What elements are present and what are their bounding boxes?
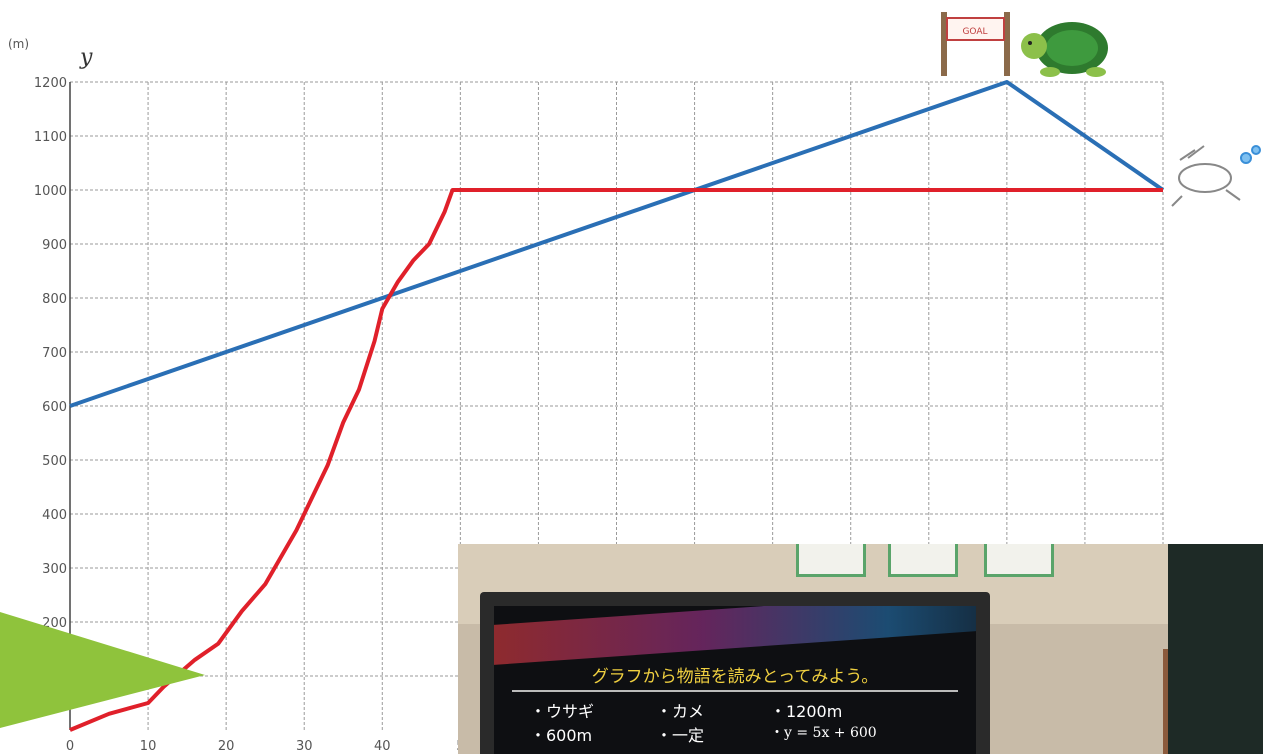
y-tick-label: 500	[42, 454, 67, 469]
y-tick-label: 1100	[34, 130, 67, 145]
slide-decoration	[494, 606, 976, 668]
x-tick-label: 10	[140, 739, 157, 754]
y-tick-label: 600	[42, 400, 67, 415]
wall-frame	[888, 544, 958, 577]
slide-title: グラフから物語を読みとってみよう。	[591, 667, 879, 687]
y-tick-label: 400	[42, 508, 67, 523]
keyword-rabbit: ・ウサギ	[530, 702, 595, 721]
y-tick-label: 900	[42, 238, 67, 253]
wall-frame	[984, 544, 1054, 577]
monitor-screen: グラフから物語を読みとってみよう。 ・ウサギ ・カメ ・1200m ・600m …	[494, 606, 976, 754]
wall-frame	[796, 544, 866, 577]
x-tick-label: 40	[374, 739, 391, 754]
x-tick-label: 30	[296, 739, 313, 754]
series-lines	[69, 80, 1165, 732]
series-line-red	[69, 188, 1163, 732]
goal-sign-text: GOAL	[962, 27, 987, 37]
x-tick-labels: 0102030405	[66, 739, 465, 754]
keyword-1200m: ・1200m	[770, 702, 843, 721]
classroom-photo: グラフから物語を読みとってみよう。 ・ウサギ ・カメ ・1200m ・600m …	[458, 544, 1263, 754]
goal-sign-illustration: GOAL	[941, 12, 1010, 76]
slide-divider	[512, 690, 958, 692]
keyword-turtle: ・カメ	[656, 702, 705, 721]
y-tick-label: 1000	[34, 184, 67, 199]
keyword-600m: ・600m	[530, 726, 593, 745]
series-line-blue	[69, 80, 1165, 408]
x-tick-label: 20	[218, 739, 235, 754]
tv-monitor: グラフから物語を読みとってみよう。 ・ウサギ ・カメ ・1200m ・600m …	[480, 592, 990, 754]
y-axis-symbol: y	[79, 45, 93, 70]
y-tick-label: 800	[42, 292, 67, 307]
rabbit-illustration	[1171, 145, 1261, 207]
keyword-constant: ・一定	[656, 726, 705, 745]
y-tick-label: 1200	[34, 76, 67, 91]
y-tick-label: 700	[42, 346, 67, 361]
y-unit-label: (m)	[8, 37, 29, 51]
blackboard	[1168, 544, 1263, 754]
turtle-illustration	[1021, 22, 1108, 77]
y-tick-label: 300	[42, 562, 67, 577]
callout-shape	[0, 612, 205, 728]
keyword-equation: ・y = 5x + 600	[770, 725, 877, 741]
x-tick-label: 0	[66, 739, 74, 754]
